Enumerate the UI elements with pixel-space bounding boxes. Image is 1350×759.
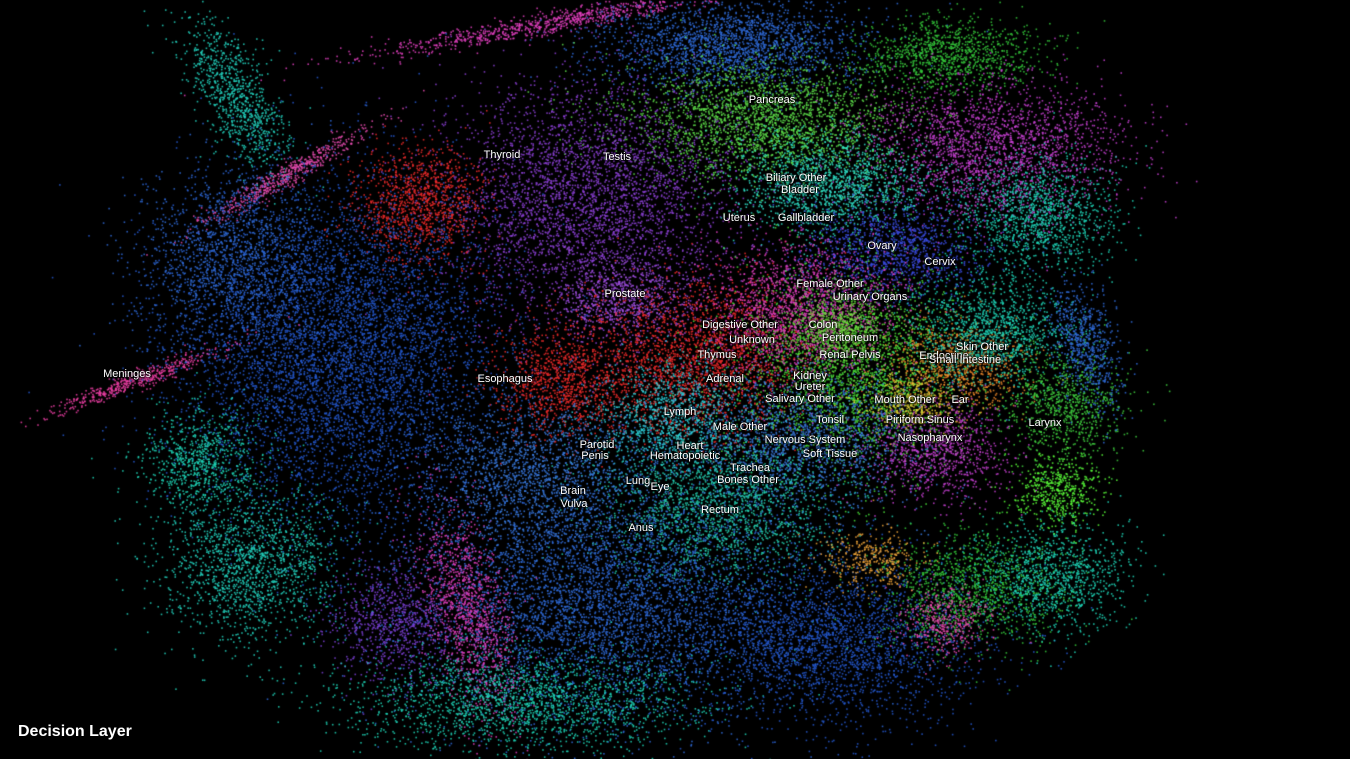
embedding-scatter-canvas[interactable] bbox=[0, 0, 1350, 759]
corner-label: Decision Layer bbox=[18, 723, 132, 741]
